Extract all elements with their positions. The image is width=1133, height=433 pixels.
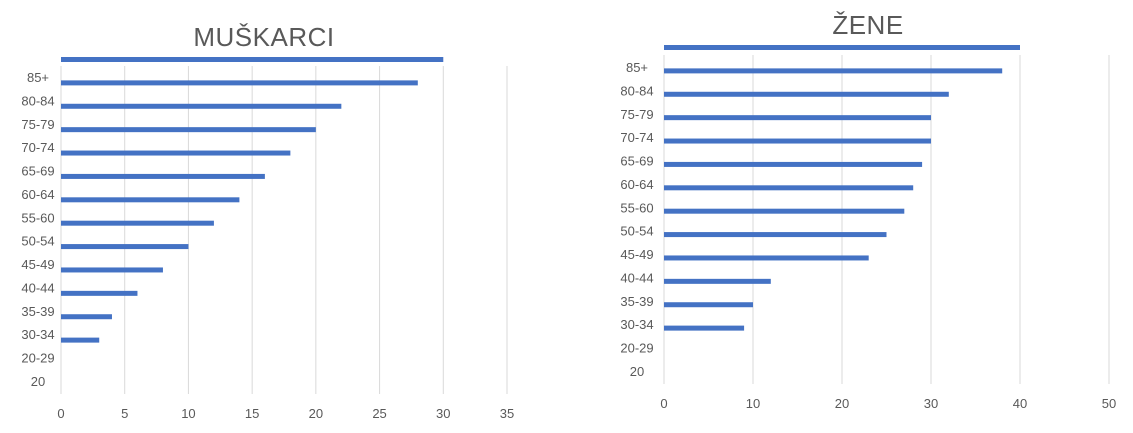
x-tick-label: 10 (181, 406, 195, 421)
x-tick-label: 50 (1102, 396, 1116, 411)
x-tick-label: 5 (121, 406, 128, 421)
bar (61, 150, 291, 156)
bar (61, 103, 342, 109)
x-tick-label: 15 (245, 406, 259, 421)
x-tick-label: 30 (924, 396, 938, 411)
y-tick-label: 35-39 (620, 294, 653, 309)
y-tick-label: 65-69 (21, 164, 54, 179)
y-tick-label: 50-54 (21, 234, 54, 249)
y-tick-label: 60-64 (620, 177, 653, 192)
x-tick-label: 35 (500, 406, 514, 421)
x-tick-label: 0 (57, 406, 64, 421)
y-tick-label: 45-49 (21, 257, 54, 272)
x-tick-label: 0 (660, 396, 667, 411)
bar (664, 208, 905, 214)
x-tick-label: 20 (835, 396, 849, 411)
y-tick-label: 50-54 (620, 224, 653, 239)
bar (61, 337, 100, 343)
bar (61, 80, 418, 86)
y-tick-label: 55-60 (620, 200, 653, 215)
y-tick-label: 20-29 (620, 341, 653, 356)
y-tick-label: 85+ (626, 60, 648, 75)
x-tick-label: 30 (436, 406, 450, 421)
chart-title: MUŠKARCI (193, 22, 334, 52)
bar (664, 161, 923, 167)
bar (61, 173, 265, 179)
y-tick-label: 30-34 (21, 327, 54, 342)
bar (61, 197, 240, 203)
y-tick-label: 55-60 (21, 210, 54, 225)
bar (61, 290, 138, 296)
y-tick-label: 80-84 (21, 93, 54, 108)
bar (664, 138, 931, 144)
x-tick-label: 20 (309, 406, 323, 421)
bar (664, 302, 753, 308)
bar (664, 91, 949, 97)
y-tick-label: 40-44 (21, 280, 54, 295)
y-tick-label: 65-69 (620, 154, 653, 169)
bar (664, 45, 1020, 50)
chart-women: ŽENE 0 10 20 30 40 50 20 20-29 30-34 35-39 40-44 45… (620, 10, 1116, 411)
x-tick-label: 10 (746, 396, 760, 411)
bar (61, 127, 316, 133)
bar (61, 57, 444, 62)
bar (61, 244, 189, 250)
bar (664, 115, 931, 121)
bar (61, 314, 112, 320)
x-tick-label: 40 (1013, 396, 1027, 411)
bar (664, 325, 745, 331)
x-tick-label: 25 (372, 406, 386, 421)
y-tick-label: 75-79 (21, 117, 54, 132)
y-tick-label: 20-29 (21, 351, 54, 366)
bar (61, 220, 214, 226)
y-tick-label: 60-64 (21, 187, 54, 202)
y-tick-label: 70-74 (21, 140, 54, 155)
y-tick-label: 45-49 (620, 247, 653, 262)
y-tick-label: 40-44 (620, 270, 653, 285)
y-tick-label: 80-84 (620, 83, 653, 98)
y-tick-label: 20 (31, 374, 45, 389)
y-tick-label: 75-79 (620, 107, 653, 122)
bar (664, 232, 887, 238)
y-tick-label: 70-74 (620, 130, 653, 145)
y-tick-label: 20 (630, 364, 644, 379)
y-tick-label: 85+ (27, 70, 49, 85)
y-tick-label: 35-39 (21, 304, 54, 319)
bar (664, 185, 914, 191)
bar (664, 278, 771, 284)
chart-men: MUŠKARCI 0 5 10 15 20 25 30 35 20 20-29 30-34 35-39… (21, 22, 514, 421)
bar (664, 255, 869, 261)
y-tick-label: 30-34 (620, 317, 653, 332)
bar (61, 267, 163, 273)
chart-title: ŽENE (832, 10, 903, 40)
bar (664, 68, 1003, 74)
